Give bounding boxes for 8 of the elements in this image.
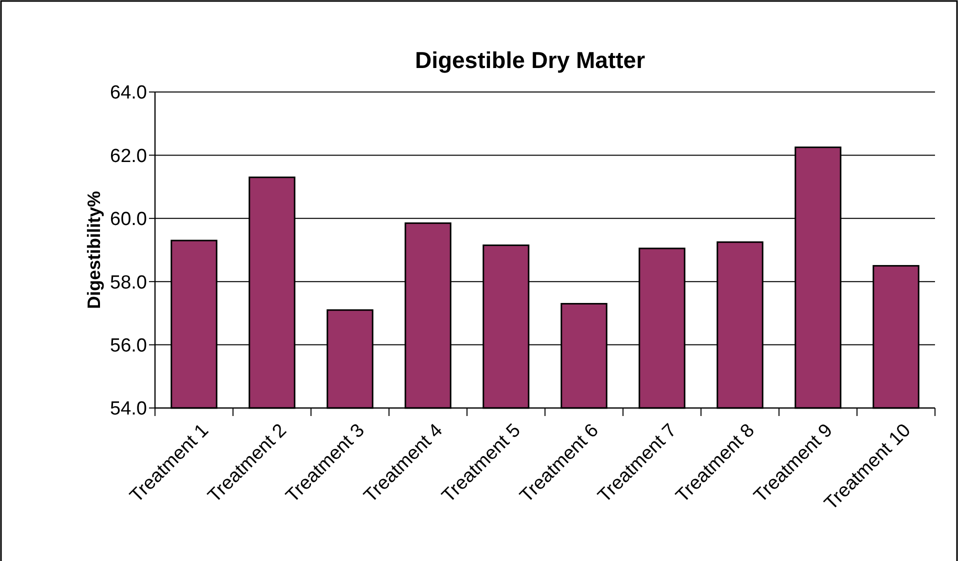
chart-title: Digestible Dry Matter bbox=[414, 47, 646, 73]
y-tick-label: 60.0 bbox=[110, 209, 147, 230]
y-tick-label: 64.0 bbox=[110, 82, 147, 104]
y-axis-title: Digestibility% bbox=[84, 190, 104, 310]
y-tick-label: 56.0 bbox=[110, 335, 147, 356]
y-tick-label: 62.0 bbox=[110, 146, 147, 167]
y-tick-label: 58.0 bbox=[110, 272, 147, 294]
y-tick-label: 54.0 bbox=[110, 398, 147, 420]
